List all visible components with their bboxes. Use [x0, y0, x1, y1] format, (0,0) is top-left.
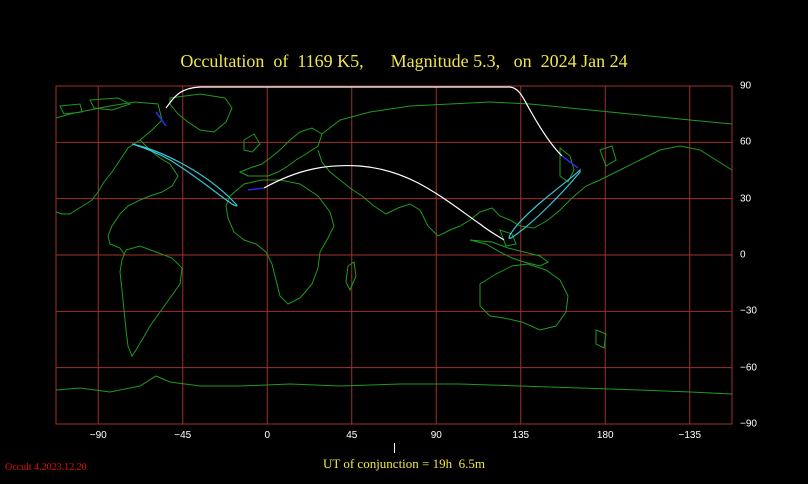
latitude-tick-label: 90 [740, 80, 752, 92]
eastern-limit-curve [508, 168, 581, 239]
longitude-tick-label: 45 [346, 430, 358, 441]
longitude-tick-label: 135 [512, 430, 530, 441]
longitude-tick-label: 0 [264, 430, 271, 441]
software-version: Occult 4.2023.12.20 [5, 462, 87, 473]
coastlines [55, 93, 733, 395]
latitude-tick-label: −90 [740, 418, 757, 430]
northern-limit-line [165, 86, 563, 157]
longitude-tick-label: 90 [430, 430, 442, 441]
map-title: Occultation of 1169 K5, Magnitude 5.3, o… [180, 51, 628, 71]
central-path-line [263, 164, 505, 241]
graticule [56, 85, 732, 425]
daylight-segment-mid [247, 187, 265, 191]
longitude-tick-label: 180 [596, 430, 614, 441]
conjunction-marker [394, 443, 395, 453]
latitude-tick-label: 0 [740, 249, 746, 261]
longitude-tick-label: −135 [678, 430, 702, 441]
daylight-segment-west [155, 111, 167, 127]
latitude-tick-label: 60 [740, 136, 752, 148]
latitude-tick-label: −30 [740, 305, 757, 317]
ut-of-conjunction: UT of conjunction = 19h 6.5m [323, 456, 485, 471]
latitude-tick-label: 30 [740, 193, 752, 205]
longitude-tick-label: −90 [89, 430, 107, 441]
western-limit-curve [131, 143, 238, 207]
daylight-segment-east [561, 155, 579, 169]
longitude-tick-label: −45 [174, 430, 192, 441]
latitude-tick-label: −60 [740, 362, 757, 374]
